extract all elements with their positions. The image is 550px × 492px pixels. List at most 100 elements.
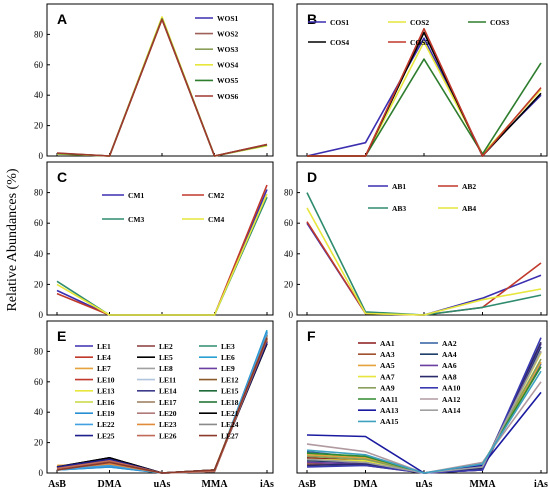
panel-d: 0 20 40 60 80 D AB1 AB2 AB3 AB4 bbox=[284, 161, 548, 320]
x-tick-label: DMA bbox=[354, 479, 379, 490]
legend-entry-ab3: AB3 bbox=[392, 204, 406, 213]
series-line-cm3 bbox=[56, 196, 268, 316]
legend-entry-cos4: COS4 bbox=[330, 38, 349, 47]
legend-entry-cos5: COS5 bbox=[410, 38, 429, 47]
legend-entry-le12: LE12 bbox=[221, 375, 239, 384]
legend-entry-le26: LE26 bbox=[159, 431, 177, 440]
y-tick-label: 60 bbox=[34, 218, 44, 228]
panel-e: 0 20 40 60 80 AsB DMA uAs MMA iAs E LE1 LE2 LE3 LE4 LE5… bbox=[34, 320, 274, 490]
x-tick-label: AsB bbox=[298, 479, 316, 490]
legend-entry-wos2: WOS2 bbox=[217, 29, 239, 38]
y-tick-label: 60 bbox=[34, 377, 44, 387]
y-tick-label: 40 bbox=[284, 249, 294, 259]
legend-entry-le9: LE9 bbox=[221, 364, 235, 373]
series-line-ab4 bbox=[306, 207, 542, 316]
legend-entry-le8: LE8 bbox=[159, 364, 173, 373]
y-tick-label: 80 bbox=[284, 188, 294, 198]
legend-entry-wos1: WOS1 bbox=[217, 14, 239, 23]
y-tick-label: 40 bbox=[34, 407, 44, 417]
legend-entry-ab1: AB1 bbox=[392, 182, 406, 191]
panel-b: B COS1 COS2 COS3 COS4 COS5 bbox=[296, 3, 548, 157]
legend-entry-aa12: AA12 bbox=[442, 395, 461, 404]
series-line-aa15 bbox=[306, 370, 542, 474]
series-line-cm4 bbox=[56, 193, 268, 316]
legend-entry-le10: LE10 bbox=[97, 375, 115, 384]
legend-entry-cm1: CM1 bbox=[128, 191, 144, 200]
legend-entry-aa15: AA15 bbox=[380, 417, 399, 426]
y-tick-label: 40 bbox=[34, 249, 44, 259]
legend-entry-le3: LE3 bbox=[221, 342, 235, 351]
legend-entry-aa11: AA11 bbox=[380, 395, 398, 404]
panel-frame bbox=[296, 161, 548, 316]
y-tick-label: 60 bbox=[34, 60, 44, 70]
legend-entry-le17: LE17 bbox=[159, 398, 177, 407]
legend-entry-cm3: CM3 bbox=[128, 215, 144, 224]
legend-entry-aa14: AA14 bbox=[442, 406, 461, 415]
y-tick-label: 0 bbox=[289, 310, 294, 320]
series-line-ab3 bbox=[306, 192, 542, 316]
legend-entry-aa9: AA9 bbox=[380, 384, 395, 393]
legend-entry-le2: LE2 bbox=[159, 342, 173, 351]
panel-label: D bbox=[307, 169, 317, 185]
legend-entry-le18: LE18 bbox=[221, 398, 239, 407]
y-tick-label: 20 bbox=[34, 279, 44, 289]
y-tick-label: 40 bbox=[34, 90, 44, 100]
legend-entry-cos1: COS1 bbox=[330, 18, 349, 27]
legend-entry-aa13: AA13 bbox=[380, 406, 399, 415]
legend-entry-cm2: CM2 bbox=[208, 191, 224, 200]
legend-entry-aa4: AA4 bbox=[442, 350, 457, 359]
series-line-wos1 bbox=[56, 16, 268, 157]
y-axis-label: Relative Abundances (%) bbox=[5, 168, 20, 311]
series-line-cos1 bbox=[306, 37, 542, 157]
series-line-wos2 bbox=[56, 18, 268, 157]
y-tick-label: 80 bbox=[34, 29, 44, 39]
legend-entry-le24: LE24 bbox=[221, 420, 239, 429]
legend-entry-aa8: AA8 bbox=[442, 372, 457, 381]
series-line-cos5 bbox=[307, 27, 542, 157]
legend-entry-le6: LE6 bbox=[221, 353, 235, 362]
panel-frame bbox=[296, 3, 548, 157]
legend-entry-le20: LE20 bbox=[159, 409, 177, 418]
panel-label: B bbox=[307, 11, 317, 27]
legend-entry-le15: LE15 bbox=[221, 387, 239, 396]
legend-entry-wos4: WOS4 bbox=[217, 61, 239, 70]
legend-entry-le22: LE22 bbox=[97, 420, 115, 429]
legend-entry-ab4: AB4 bbox=[462, 204, 476, 213]
legend-entry-cm4: CM4 bbox=[208, 215, 224, 224]
y-tick-label: 0 bbox=[39, 151, 44, 161]
legend-entry-le27: LE27 bbox=[221, 431, 239, 440]
series-line-ab2 bbox=[306, 221, 542, 316]
legend-entry-le23: LE23 bbox=[159, 420, 177, 429]
legend-entry-le16: LE16 bbox=[97, 398, 115, 407]
x-tick-label: AsB bbox=[48, 479, 66, 490]
legend-entry-wos3: WOS3 bbox=[217, 45, 239, 54]
x-tick-label: MMA bbox=[201, 479, 228, 490]
panel-label: E bbox=[57, 328, 66, 344]
y-tick-label: 20 bbox=[284, 279, 294, 289]
y-tick-label: 80 bbox=[34, 188, 44, 198]
legend-entry-wos6: WOS6 bbox=[217, 92, 239, 101]
panel-a: 0 20 40 60 80 A WOS1 WOS2 WOS3 WOS4 WOS5 WOS6 bbox=[34, 3, 274, 161]
legend-entry-le5: LE5 bbox=[159, 353, 173, 362]
legend-entry-aa10: AA10 bbox=[442, 384, 461, 393]
series-line-cm1 bbox=[56, 189, 268, 316]
legend-entry-le13: LE13 bbox=[97, 387, 115, 396]
series-line-ab1 bbox=[306, 222, 542, 316]
series-line-cos3 bbox=[307, 58, 542, 157]
x-tick-label: MMA bbox=[469, 479, 496, 490]
legend-entry-cos2: COS2 bbox=[410, 18, 429, 27]
legend-entry-wos5: WOS5 bbox=[217, 76, 239, 85]
legend-entry-aa1: AA1 bbox=[380, 339, 395, 348]
x-tick-label: uAs bbox=[154, 479, 171, 490]
legend-entry-le4: LE4 bbox=[97, 353, 111, 362]
y-tick-label: 0 bbox=[39, 310, 44, 320]
y-tick-label: 80 bbox=[34, 346, 44, 356]
panel-c: 0 20 40 60 80 C CM1 CM2 CM3 CM4 bbox=[34, 161, 274, 320]
legend-entry-aa5: AA5 bbox=[380, 361, 395, 370]
series-line-wos3 bbox=[56, 17, 268, 157]
x-tick-label: uAs bbox=[416, 479, 433, 490]
series-line-cos4 bbox=[307, 31, 542, 157]
x-tick-label: DMA bbox=[98, 479, 123, 490]
legend-entry-cos3: COS3 bbox=[490, 18, 509, 27]
